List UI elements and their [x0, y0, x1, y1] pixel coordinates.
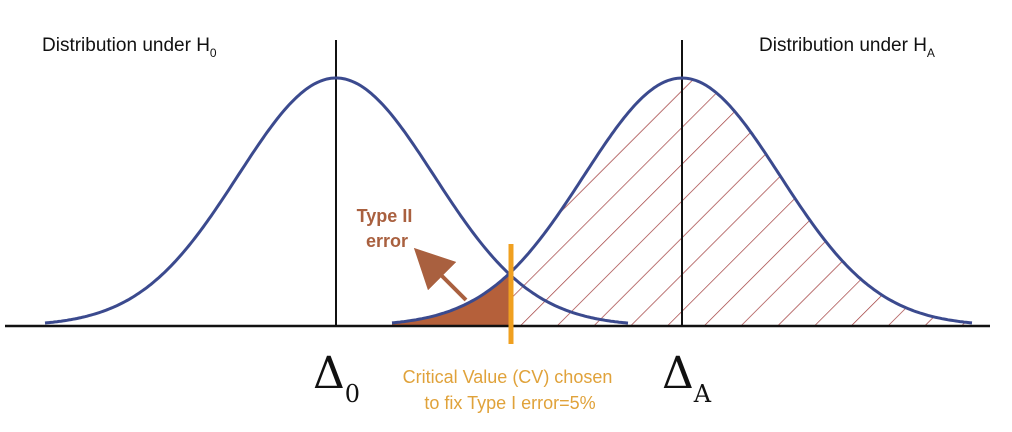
type-ii-label: Type II error	[357, 206, 418, 251]
type-ii-error-region	[392, 271, 511, 326]
delta-a-label: ΔA	[662, 348, 712, 408]
power-hatched-region	[511, 78, 972, 326]
critical-value-caption: Critical Value (CV) chosen to fix Type I…	[403, 367, 618, 413]
ha-distribution-label: Distribution under HA	[759, 35, 935, 60]
h0-distribution-label: Distribution under H0	[42, 35, 217, 60]
type-ii-arrow	[413, 247, 468, 302]
delta-0-label: Δ0	[313, 348, 360, 408]
ha-distribution-curve	[391, 76, 973, 325]
h0-distribution-curve	[44, 76, 629, 325]
